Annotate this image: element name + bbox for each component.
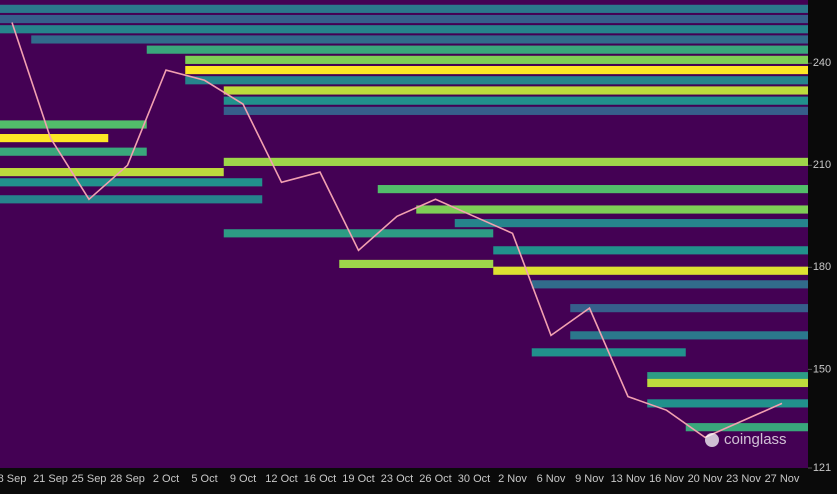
- liquidation-band: [0, 4, 808, 13]
- y-tick-label: 121: [813, 462, 831, 474]
- liquidation-band: [0, 178, 263, 187]
- liquidation-band: [339, 259, 494, 269]
- liquidation-band: [531, 280, 808, 289]
- x-tick-label: 2 Oct: [153, 473, 179, 485]
- x-tick-label: 30 Oct: [458, 473, 490, 485]
- liquidation-band: [647, 378, 808, 388]
- x-tick-label: 23 Oct: [381, 473, 413, 485]
- liquidation-band: [647, 399, 808, 408]
- x-tick-label: 2 Nov: [498, 473, 527, 485]
- liquidation-band: [185, 55, 808, 64]
- liquidation-band: [0, 134, 109, 143]
- liquidation-band: [223, 96, 808, 105]
- x-tick-label: 20 Nov: [688, 473, 723, 485]
- liquidation-band: [185, 76, 808, 85]
- watermark: coinglass: [724, 431, 787, 448]
- x-tick-label: 6 Nov: [537, 473, 566, 485]
- y-tick-label: 240: [813, 57, 831, 69]
- x-tick-label: 16 Oct: [304, 473, 336, 485]
- x-tick-label: 13 Nov: [611, 473, 646, 485]
- x-tick-label: 16 Nov: [649, 473, 684, 485]
- liquidation-band: [223, 106, 808, 115]
- price-line: [11, 22, 783, 439]
- x-tick-label: 23 Nov: [726, 473, 761, 485]
- liquidation-band: [31, 35, 808, 44]
- y-tick-label: 210: [813, 159, 831, 171]
- x-tick-label: 26 Oct: [419, 473, 451, 485]
- liquidation-band: [570, 304, 808, 313]
- x-tick-label: 8 Sep: [0, 473, 26, 485]
- liquidation-band: [416, 205, 808, 214]
- x-tick-label: 27 Nov: [765, 473, 800, 485]
- liquidation-band: [685, 423, 808, 432]
- liquidation-band: [0, 168, 224, 177]
- x-tick-label: 12 Oct: [265, 473, 297, 485]
- liquidation-band: [223, 157, 808, 166]
- liquidation-band: [0, 147, 147, 156]
- x-tick-label: 25 Sep: [72, 473, 107, 485]
- x-tick-label: 19 Oct: [342, 473, 374, 485]
- liquidation-band: [493, 246, 808, 255]
- y-tick-label: 180: [813, 261, 831, 273]
- x-tick-label: 9 Oct: [230, 473, 256, 485]
- liquidation-band: [223, 229, 494, 238]
- liquidation-band: [0, 120, 147, 129]
- liquidation-band: [377, 185, 808, 194]
- x-tick-label: 9 Nov: [575, 473, 604, 485]
- liquidation-band: [0, 195, 263, 204]
- liquidation-band: [0, 14, 808, 24]
- x-tick-label: 28 Sep: [110, 473, 145, 485]
- watermark-logo: [705, 433, 719, 447]
- liquidation-band: [454, 219, 808, 228]
- liquidation-band: [647, 372, 808, 381]
- liquidation-band: [223, 86, 808, 95]
- liquidation-band: [0, 25, 808, 34]
- x-tick-label: 5 Oct: [191, 473, 217, 485]
- x-tick-label: 21 Sep: [33, 473, 68, 485]
- liquidation-band: [493, 266, 808, 275]
- liquidation-band: [570, 331, 808, 340]
- y-tick-label: 150: [813, 363, 831, 375]
- liquidation-band: [185, 65, 808, 75]
- liquidation-band: [146, 45, 808, 54]
